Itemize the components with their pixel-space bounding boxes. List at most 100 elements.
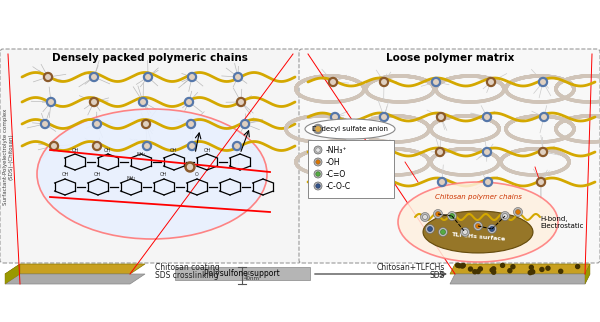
Circle shape (539, 112, 548, 121)
FancyBboxPatch shape (308, 140, 394, 198)
Circle shape (541, 150, 545, 154)
Circle shape (463, 230, 467, 234)
Circle shape (514, 207, 523, 216)
Circle shape (540, 268, 544, 271)
Polygon shape (450, 274, 590, 284)
Circle shape (143, 141, 151, 150)
Circle shape (530, 270, 534, 274)
Circle shape (380, 177, 389, 186)
Circle shape (382, 80, 386, 84)
Circle shape (436, 212, 440, 216)
Circle shape (383, 147, 392, 156)
Circle shape (529, 265, 533, 269)
Circle shape (491, 267, 496, 271)
Circle shape (380, 78, 389, 87)
Circle shape (449, 213, 455, 219)
Circle shape (142, 119, 151, 128)
Circle shape (508, 269, 512, 273)
Circle shape (473, 270, 477, 274)
Circle shape (438, 150, 442, 154)
Circle shape (490, 268, 494, 272)
Text: -NH₃⁺: -NH₃⁺ (326, 146, 347, 155)
Circle shape (92, 100, 96, 104)
Circle shape (49, 100, 53, 104)
Circle shape (89, 98, 98, 107)
Circle shape (239, 100, 243, 104)
Circle shape (437, 177, 446, 186)
Text: Dodecyl sulfate anion: Dodecyl sulfate anion (312, 126, 388, 132)
Circle shape (189, 122, 193, 126)
Circle shape (43, 122, 47, 126)
Circle shape (539, 78, 548, 87)
Circle shape (383, 180, 387, 184)
Circle shape (425, 224, 434, 233)
Circle shape (460, 264, 464, 268)
Circle shape (382, 115, 386, 119)
Circle shape (236, 98, 245, 107)
Circle shape (542, 115, 546, 119)
Circle shape (52, 144, 56, 148)
Circle shape (236, 75, 240, 79)
Circle shape (141, 100, 145, 104)
Text: OH: OH (203, 147, 211, 153)
Circle shape (478, 267, 482, 271)
Circle shape (422, 214, 427, 220)
Ellipse shape (398, 182, 558, 262)
Circle shape (92, 141, 101, 150)
Circle shape (539, 180, 543, 184)
Circle shape (314, 146, 322, 154)
Circle shape (241, 119, 250, 128)
Circle shape (187, 119, 196, 128)
Circle shape (440, 230, 445, 234)
Circle shape (235, 144, 239, 148)
Circle shape (482, 112, 491, 121)
Circle shape (92, 75, 96, 79)
Circle shape (314, 170, 322, 178)
Circle shape (316, 160, 320, 164)
Circle shape (487, 78, 496, 87)
Text: Loose polymer matrix: Loose polymer matrix (386, 53, 514, 63)
Text: 10-
40nm: 10- 40nm (244, 270, 260, 281)
Ellipse shape (423, 211, 533, 253)
Circle shape (41, 119, 49, 128)
Circle shape (233, 72, 242, 81)
Text: OH: OH (104, 147, 112, 153)
Text: OH: OH (160, 172, 168, 176)
Circle shape (485, 115, 489, 119)
Circle shape (539, 147, 548, 156)
Circle shape (233, 141, 241, 150)
Circle shape (316, 172, 320, 176)
Circle shape (486, 180, 490, 184)
Circle shape (143, 72, 152, 81)
Circle shape (433, 210, 443, 219)
Circle shape (489, 80, 493, 84)
Text: Polysulfone support: Polysulfone support (204, 270, 280, 279)
Text: SDS crosslinking: SDS crosslinking (155, 270, 218, 279)
Circle shape (436, 147, 445, 156)
Polygon shape (450, 264, 590, 274)
Circle shape (431, 78, 440, 87)
Ellipse shape (37, 109, 267, 239)
Circle shape (185, 162, 195, 172)
Circle shape (461, 263, 465, 267)
Text: SDS: SDS (430, 270, 445, 279)
Text: O: O (195, 172, 199, 176)
Circle shape (457, 264, 461, 268)
Text: Densely packed polymeric chains: Densely packed polymeric chains (52, 53, 248, 63)
Circle shape (439, 115, 443, 119)
Circle shape (89, 72, 98, 81)
Text: NH₂: NH₂ (136, 151, 146, 156)
Text: OH: OH (94, 172, 102, 176)
Text: H-bond,
Electrostatic: H-bond, Electrostatic (540, 215, 583, 229)
Circle shape (316, 148, 320, 152)
Circle shape (559, 269, 563, 273)
Circle shape (490, 226, 494, 232)
Circle shape (541, 80, 545, 84)
Circle shape (439, 228, 448, 236)
Circle shape (385, 150, 389, 154)
Circle shape (334, 150, 338, 154)
Circle shape (528, 270, 532, 275)
FancyBboxPatch shape (299, 49, 600, 263)
Circle shape (243, 122, 247, 126)
Circle shape (187, 141, 197, 150)
